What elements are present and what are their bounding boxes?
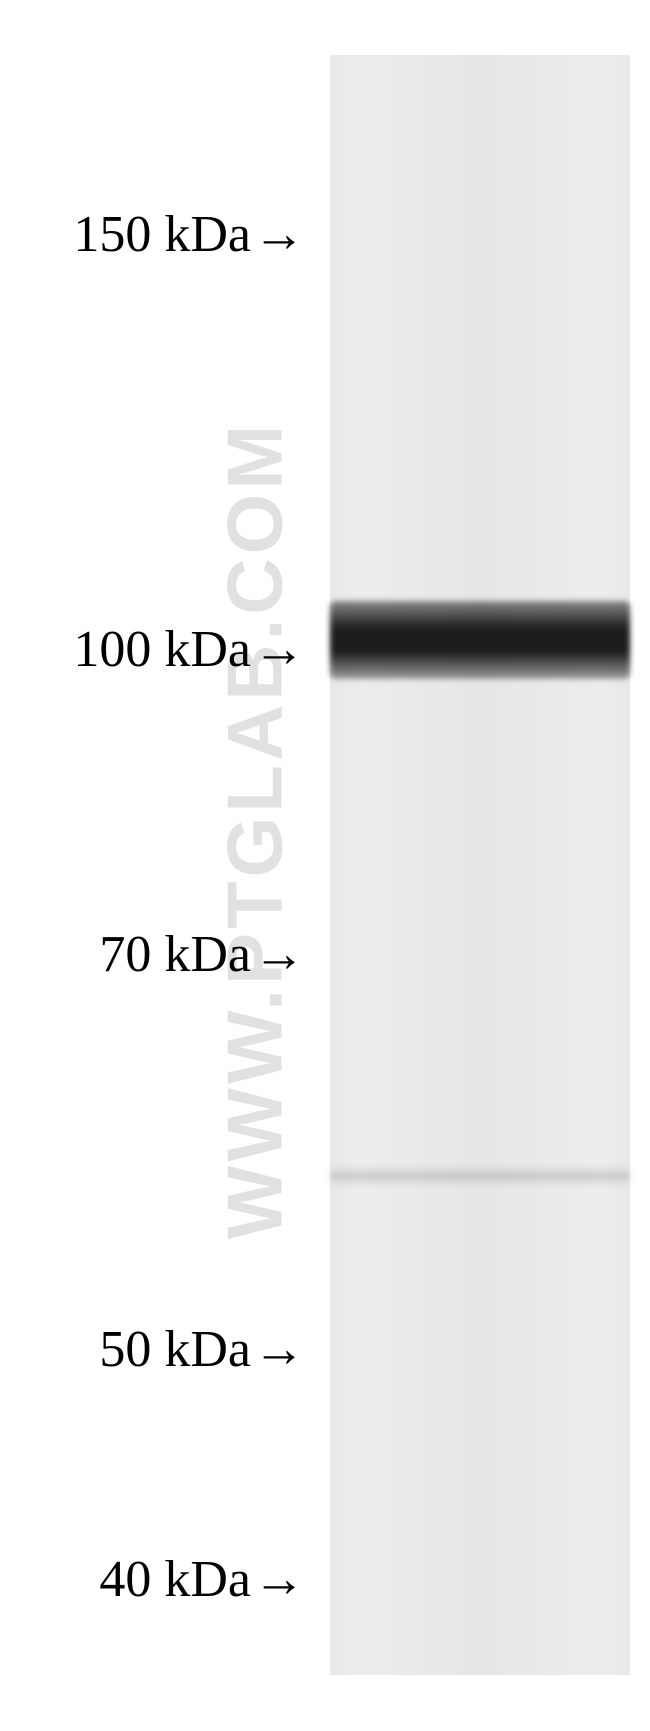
mw-marker-label: 100 kDa — [73, 620, 251, 679]
mw-marker-label: 50 kDa — [99, 1320, 251, 1379]
watermark-text: WWW.PTGLAB.COM — [210, 421, 301, 1240]
mw-marker: 50 kDa→ — [99, 1319, 305, 1379]
mw-marker: 70 kDa→ — [99, 924, 305, 984]
blot-band — [330, 1169, 630, 1183]
blot-band — [330, 601, 630, 679]
mw-marker-label: 40 kDa — [99, 1550, 251, 1609]
arrow-right-icon: → — [253, 1549, 305, 1609]
western-blot: WWW.PTGLAB.COM 150 kDa→100 kDa→70 kDa→50… — [0, 55, 650, 1675]
arrow-right-icon: → — [253, 204, 305, 264]
mw-marker: 150 kDa→ — [73, 204, 305, 264]
arrow-right-icon: → — [253, 924, 305, 984]
mw-marker-label: 150 kDa — [73, 205, 251, 264]
blot-lane — [330, 55, 630, 1675]
mw-marker: 40 kDa→ — [99, 1549, 305, 1609]
arrow-right-icon: → — [253, 1319, 305, 1379]
arrow-right-icon: → — [253, 619, 305, 679]
mw-marker: 100 kDa→ — [73, 619, 305, 679]
mw-marker-label: 70 kDa — [99, 925, 251, 984]
